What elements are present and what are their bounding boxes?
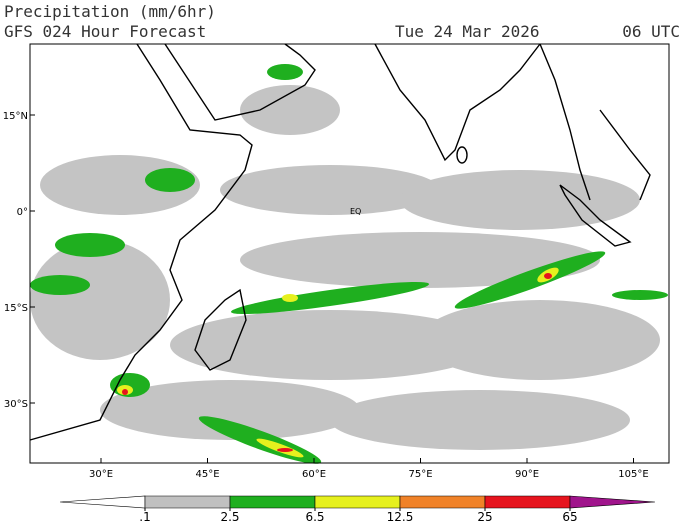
colorbar-label: .1 — [139, 510, 150, 524]
colorbar-segment — [314, 495, 401, 509]
lat-label: 15°S — [4, 303, 28, 314]
map — [29, 43, 670, 464]
intense-precip — [122, 273, 552, 452]
colorbar-label: 2.5 — [220, 510, 239, 524]
date-label: Tue 24 Mar 2026 — [395, 22, 540, 41]
lat-label: 30°S — [4, 399, 28, 410]
model-label: GFS 024 Hour Forecast — [4, 22, 206, 41]
colorbar-segment — [569, 495, 656, 509]
title: Precipitation (mm/6hr) — [4, 2, 216, 21]
lon-label: 105°E — [618, 469, 648, 480]
colorbar-label: 6.5 — [305, 510, 324, 524]
colorbar-label: 65 — [562, 510, 577, 524]
colorbar-segment — [399, 495, 486, 509]
lon-label: 75°E — [408, 469, 432, 480]
colorbar-label: 12.5 — [387, 510, 414, 524]
eq-label: EQ — [350, 207, 361, 216]
colorbar-segment — [59, 495, 146, 509]
map-frame — [29, 43, 670, 464]
colorbar-label: 25 — [477, 510, 492, 524]
time-label: 06 UTC — [622, 22, 680, 41]
colorbar-segment — [229, 495, 316, 509]
colorbar-segment — [484, 495, 571, 509]
light-precip — [30, 85, 660, 450]
coastlines — [29, 43, 651, 441]
colorbar-segment — [144, 495, 231, 509]
lat-label: 0° — [17, 207, 28, 218]
lon-label: 90°E — [515, 469, 539, 480]
lon-label: 30°E — [89, 469, 113, 480]
lon-label: 60°E — [302, 469, 326, 480]
lat-label: 15°N — [3, 111, 28, 122]
lon-label: 45°E — [195, 469, 219, 480]
